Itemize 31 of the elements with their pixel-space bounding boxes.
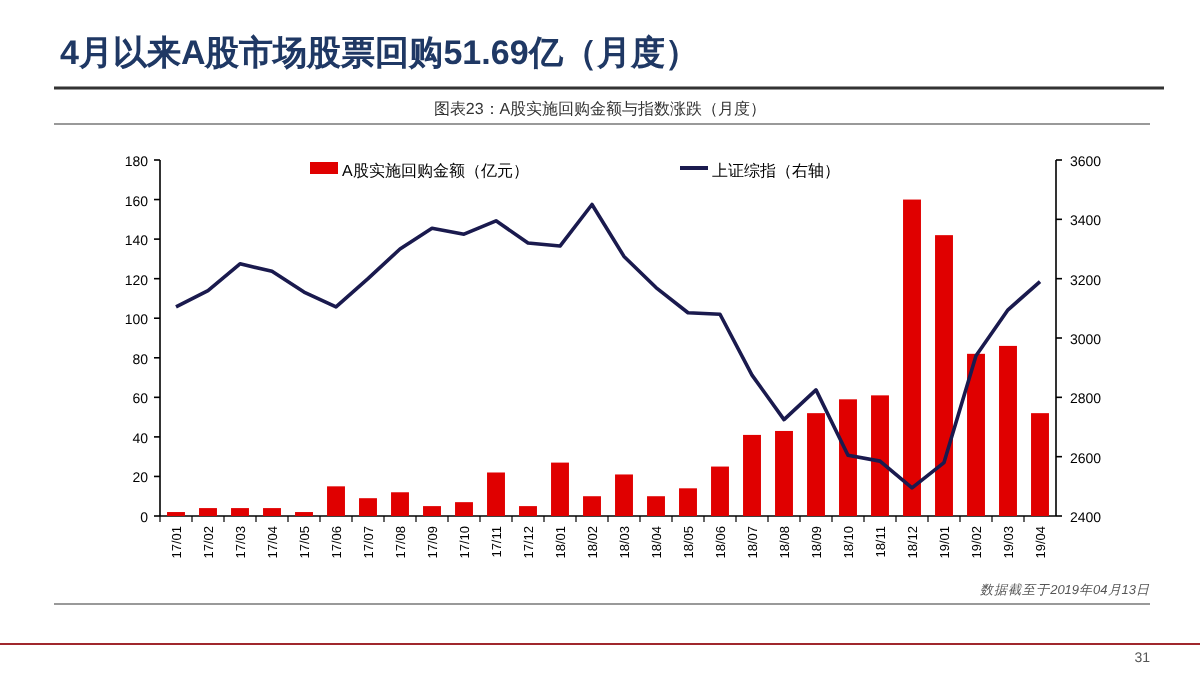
chart-subtitle: 图表23：A股实施回购金额与指数涨跌（月度） xyxy=(433,100,767,118)
legend-label: A股实施回购金额（亿元） xyxy=(342,162,529,180)
bar xyxy=(359,498,377,516)
bar xyxy=(935,235,953,516)
bar xyxy=(327,486,345,516)
bar xyxy=(391,492,409,516)
bar xyxy=(455,502,473,516)
line-series xyxy=(174,202,1042,490)
bar xyxy=(551,462,569,516)
bar xyxy=(487,472,505,516)
bar xyxy=(679,488,697,516)
bar xyxy=(615,474,633,516)
bar xyxy=(519,506,537,516)
bar xyxy=(583,496,601,516)
legend-label: 上证综指（右轴） xyxy=(712,162,840,180)
bar xyxy=(871,395,889,516)
bar xyxy=(807,413,825,516)
bar xyxy=(967,353,985,516)
bar xyxy=(1031,413,1049,516)
bar xyxy=(423,506,441,516)
bar xyxy=(839,399,857,516)
chart-title: 4月以来A股市场股票回购51.69亿（月度） xyxy=(60,34,699,72)
bar xyxy=(647,496,665,516)
bar xyxy=(199,508,217,516)
bar xyxy=(711,466,729,516)
bar xyxy=(999,345,1017,516)
bar xyxy=(903,199,921,516)
bar xyxy=(743,434,761,516)
bar xyxy=(775,430,793,516)
bar xyxy=(263,508,281,516)
bar xyxy=(231,508,249,516)
